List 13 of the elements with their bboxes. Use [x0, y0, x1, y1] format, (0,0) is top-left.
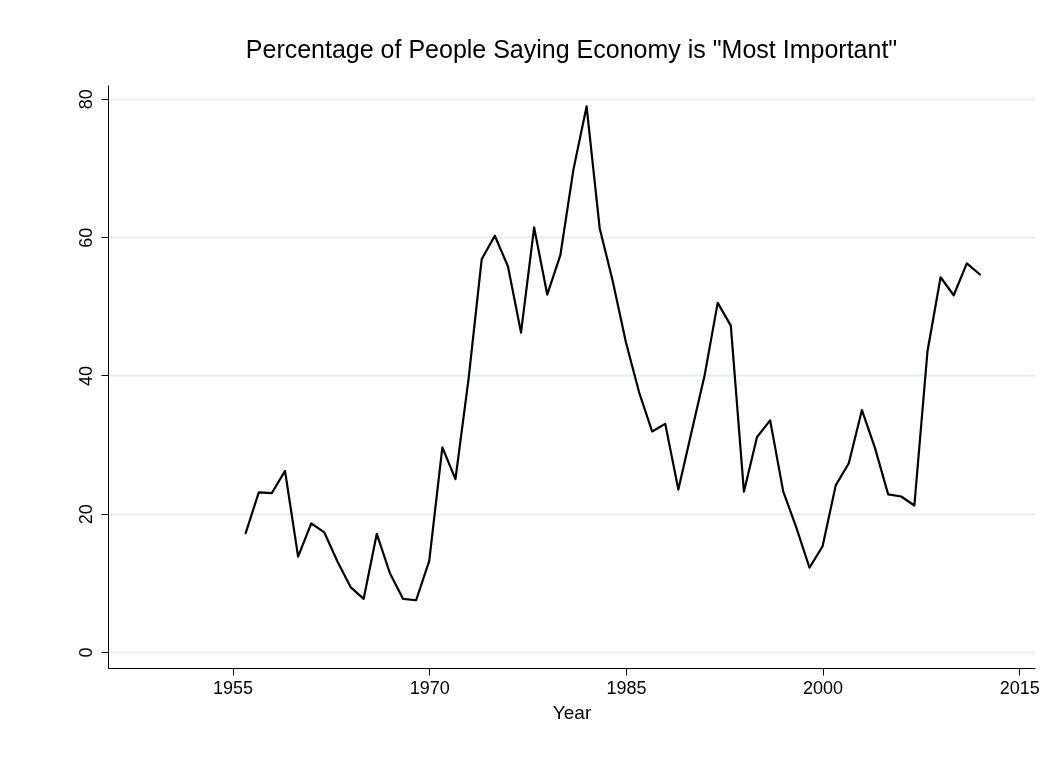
x-tick-label: 1970 [409, 677, 450, 698]
y-tick-label: 40 [75, 365, 96, 386]
y-tick-label: 20 [75, 504, 96, 525]
x-tick-label: 1985 [606, 677, 647, 698]
y-tick-label: 0 [75, 647, 96, 658]
x-tick-label: 2015 [999, 677, 1040, 698]
chart-title: Percentage of People Saying Economy is "Most Important" [245, 35, 898, 63]
x-tick-label: 1955 [213, 677, 254, 698]
y-tick-label: 60 [75, 227, 96, 248]
x-axis-title: Year [552, 701, 592, 723]
y-tick-label: 80 [75, 89, 96, 110]
x-tick-label: 2000 [803, 677, 844, 698]
line-series [244, 105, 982, 602]
